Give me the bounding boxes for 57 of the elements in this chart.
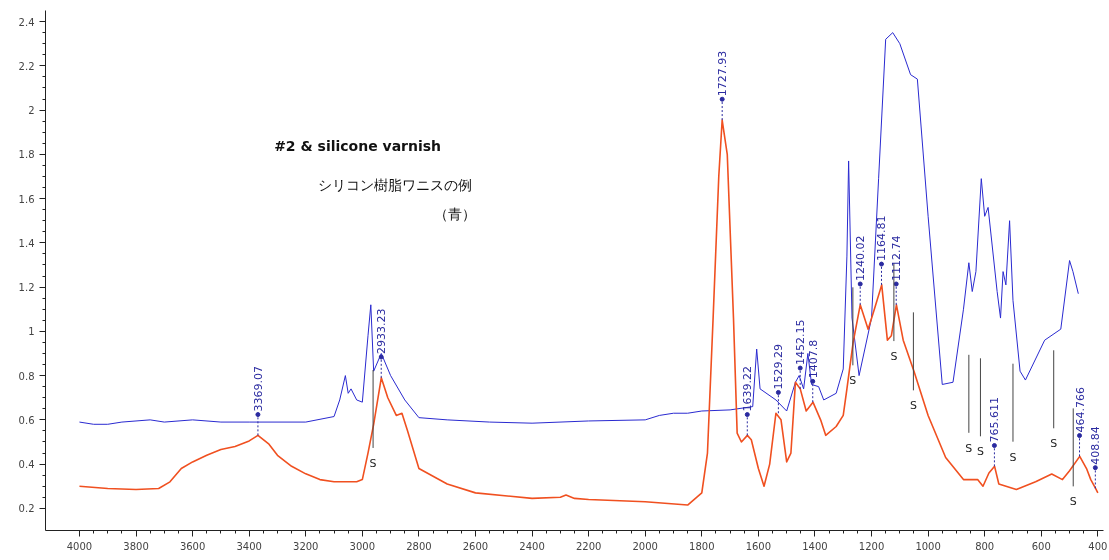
annotation: 1112.74	[890, 235, 904, 281]
x-tick-label: 3600	[179, 540, 206, 552]
x-tick-label: 1400	[802, 540, 828, 552]
annotation: 1164.81	[875, 215, 889, 262]
y-tick-label: 1.8	[18, 149, 35, 161]
x-tick-label: 2400	[519, 540, 545, 552]
y-tick-label: 1.6	[18, 193, 35, 205]
x-tick-label: 2800	[406, 540, 432, 552]
ref-line-label: S	[1069, 495, 1077, 509]
x-tick-label: 4000	[66, 540, 93, 552]
x-tick-label: 2200	[575, 540, 602, 552]
x-tick-label: 3200	[293, 540, 319, 552]
x-tick-label: 600	[1031, 540, 1051, 552]
annotation: 1240.02	[854, 235, 868, 281]
y-tick-label: 1.4	[18, 237, 35, 249]
x-tick-label: 2600	[462, 540, 489, 552]
x-tick-label: 800	[975, 540, 995, 552]
annotation: 1452.15	[794, 319, 808, 366]
x-tick-label: 3800	[123, 540, 149, 552]
y-tick-label: 1.2	[18, 282, 35, 294]
annotation: 464.766	[1073, 387, 1087, 433]
y-tick-label: 1	[28, 326, 35, 338]
x-tick-label: 1000	[915, 540, 941, 552]
annotation: #2 & silicone varnish	[274, 137, 442, 154]
ref-line-label: S	[1009, 450, 1017, 464]
x-tick-label: 3000	[349, 540, 376, 552]
ref-line-label: S	[965, 441, 973, 455]
y-tick-label: 0.4	[18, 459, 35, 471]
annotation: 765.611	[988, 397, 1002, 443]
annotation: 1529.29	[772, 343, 786, 390]
ref-line-label: S	[976, 445, 984, 459]
annotation: 1407.8	[806, 339, 820, 379]
y-tick-label: 0.6	[18, 414, 35, 426]
annotation: 2933.23	[375, 308, 389, 355]
ref-line-label: S	[849, 374, 857, 388]
x-tick-label: 1200	[858, 540, 885, 552]
line-series	[78, 119, 1099, 506]
x-tick-label: 1800	[689, 540, 715, 552]
x-tick-label: 1600	[745, 540, 772, 552]
y-tick-label: 2.2	[18, 60, 35, 72]
x-tick-label: 3400	[236, 540, 262, 552]
annotation: （青）	[433, 206, 476, 223]
annotation: シリコン樹脂ワニスの例	[317, 176, 472, 193]
annotation: 1639.22	[741, 366, 755, 412]
x-tick-label: 400	[1088, 540, 1108, 552]
y-tick-label: 2.4	[18, 16, 35, 28]
annotation: 408.84	[1089, 426, 1103, 465]
annotation: 3369.07	[251, 366, 265, 412]
y-tick-label: 0.2	[18, 503, 35, 515]
annotation: 1727.93	[716, 50, 730, 97]
y-tick-label: 0.8	[18, 370, 35, 382]
ref-line-label: S	[1050, 437, 1058, 451]
x-tick-label: 2000	[632, 540, 658, 552]
y-tick-label: 2	[28, 105, 35, 117]
ref-line-label: S	[369, 457, 377, 471]
ref-line-label: S	[909, 399, 917, 413]
ref-line-label: S	[890, 350, 898, 364]
